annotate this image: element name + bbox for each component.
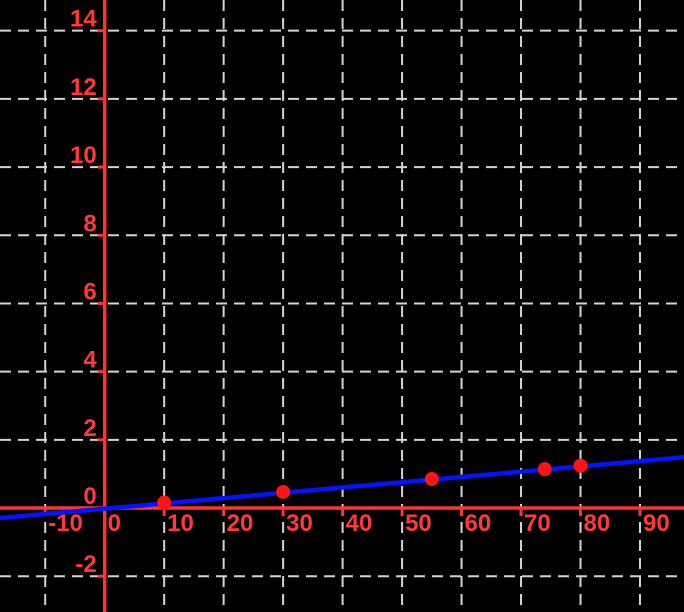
y-tick-label: 10	[70, 142, 97, 169]
x-tick-label: 40	[346, 510, 373, 537]
y-tick-label: 4	[83, 347, 97, 374]
y-tick-label: 12	[70, 74, 97, 101]
y-tick-label: 2	[83, 415, 96, 442]
x-tick-label: 80	[584, 510, 611, 537]
y-tick-label: 14	[70, 6, 97, 33]
data-point	[573, 458, 588, 473]
y-tick-label: -2	[75, 551, 96, 578]
x-tick-label: 70	[524, 510, 551, 537]
x-tick-label: 50	[405, 510, 432, 537]
data-point	[276, 484, 291, 499]
data-point	[537, 462, 552, 477]
data-point	[157, 495, 172, 510]
x-tick-label: 0	[108, 510, 121, 537]
x-tick-label: 20	[227, 510, 254, 537]
x-tick-label: 30	[286, 510, 313, 537]
y-tick-label: 0	[83, 483, 96, 510]
y-tick-label: 8	[83, 210, 96, 237]
y-tick-label: 6	[83, 278, 96, 305]
trend-line	[0, 454, 684, 521]
data-points	[157, 458, 588, 510]
x-tick-label: 90	[643, 510, 670, 537]
x-tick-label: 60	[465, 510, 492, 537]
data-point	[424, 472, 439, 487]
x-tick-label: 10	[167, 510, 194, 537]
